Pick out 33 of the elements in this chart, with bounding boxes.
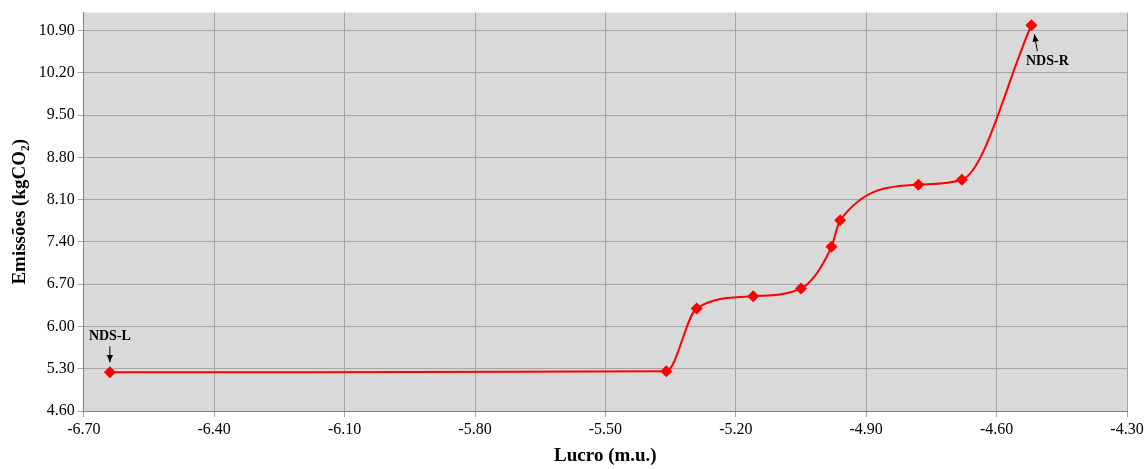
point: [660, 365, 673, 378]
y-tick-label: 10.20: [38, 63, 75, 81]
point: [103, 366, 116, 379]
point: [690, 302, 703, 315]
y-tick-label: 10.90: [38, 20, 75, 38]
x-tick-label: -5.20: [719, 419, 753, 437]
y-tick-label: 6.00: [46, 316, 75, 334]
x-tick-label: -4.90: [849, 419, 883, 437]
point: [747, 290, 760, 303]
x-tick-label: -4.30: [1110, 419, 1144, 437]
y-tick-label: 4.60: [46, 401, 75, 419]
annotation: NDS-L: [88, 327, 131, 343]
point: [912, 178, 925, 191]
y-tick-label: 8.10: [46, 189, 75, 207]
x-axis-title: Lucro (m.u.): [554, 443, 657, 466]
x-tick-label: -4.60: [979, 419, 1014, 437]
point: [795, 282, 807, 295]
annotation: NDS-R: [1025, 52, 1070, 68]
y-tick-label: 8.80: [46, 147, 75, 165]
x-tick-label: -6.70: [67, 419, 101, 437]
point: [825, 240, 838, 253]
x-tick-label: -5.80: [458, 419, 492, 437]
point: [1025, 19, 1038, 32]
y-tick-label: 5.30: [46, 358, 75, 376]
x-tick-label: -6.40: [197, 419, 231, 437]
x-tick-label: -5.50: [588, 419, 623, 437]
x-tick-label: -6.10: [327, 419, 362, 437]
y-tick-label: 6.70: [46, 274, 75, 292]
y-tick-label: 9.50: [46, 105, 75, 123]
point: [955, 173, 968, 186]
y-tick-label: 7.40: [46, 232, 75, 250]
point: [834, 214, 847, 227]
y-axis-title: Emissões (kgCO₂): [8, 139, 31, 285]
